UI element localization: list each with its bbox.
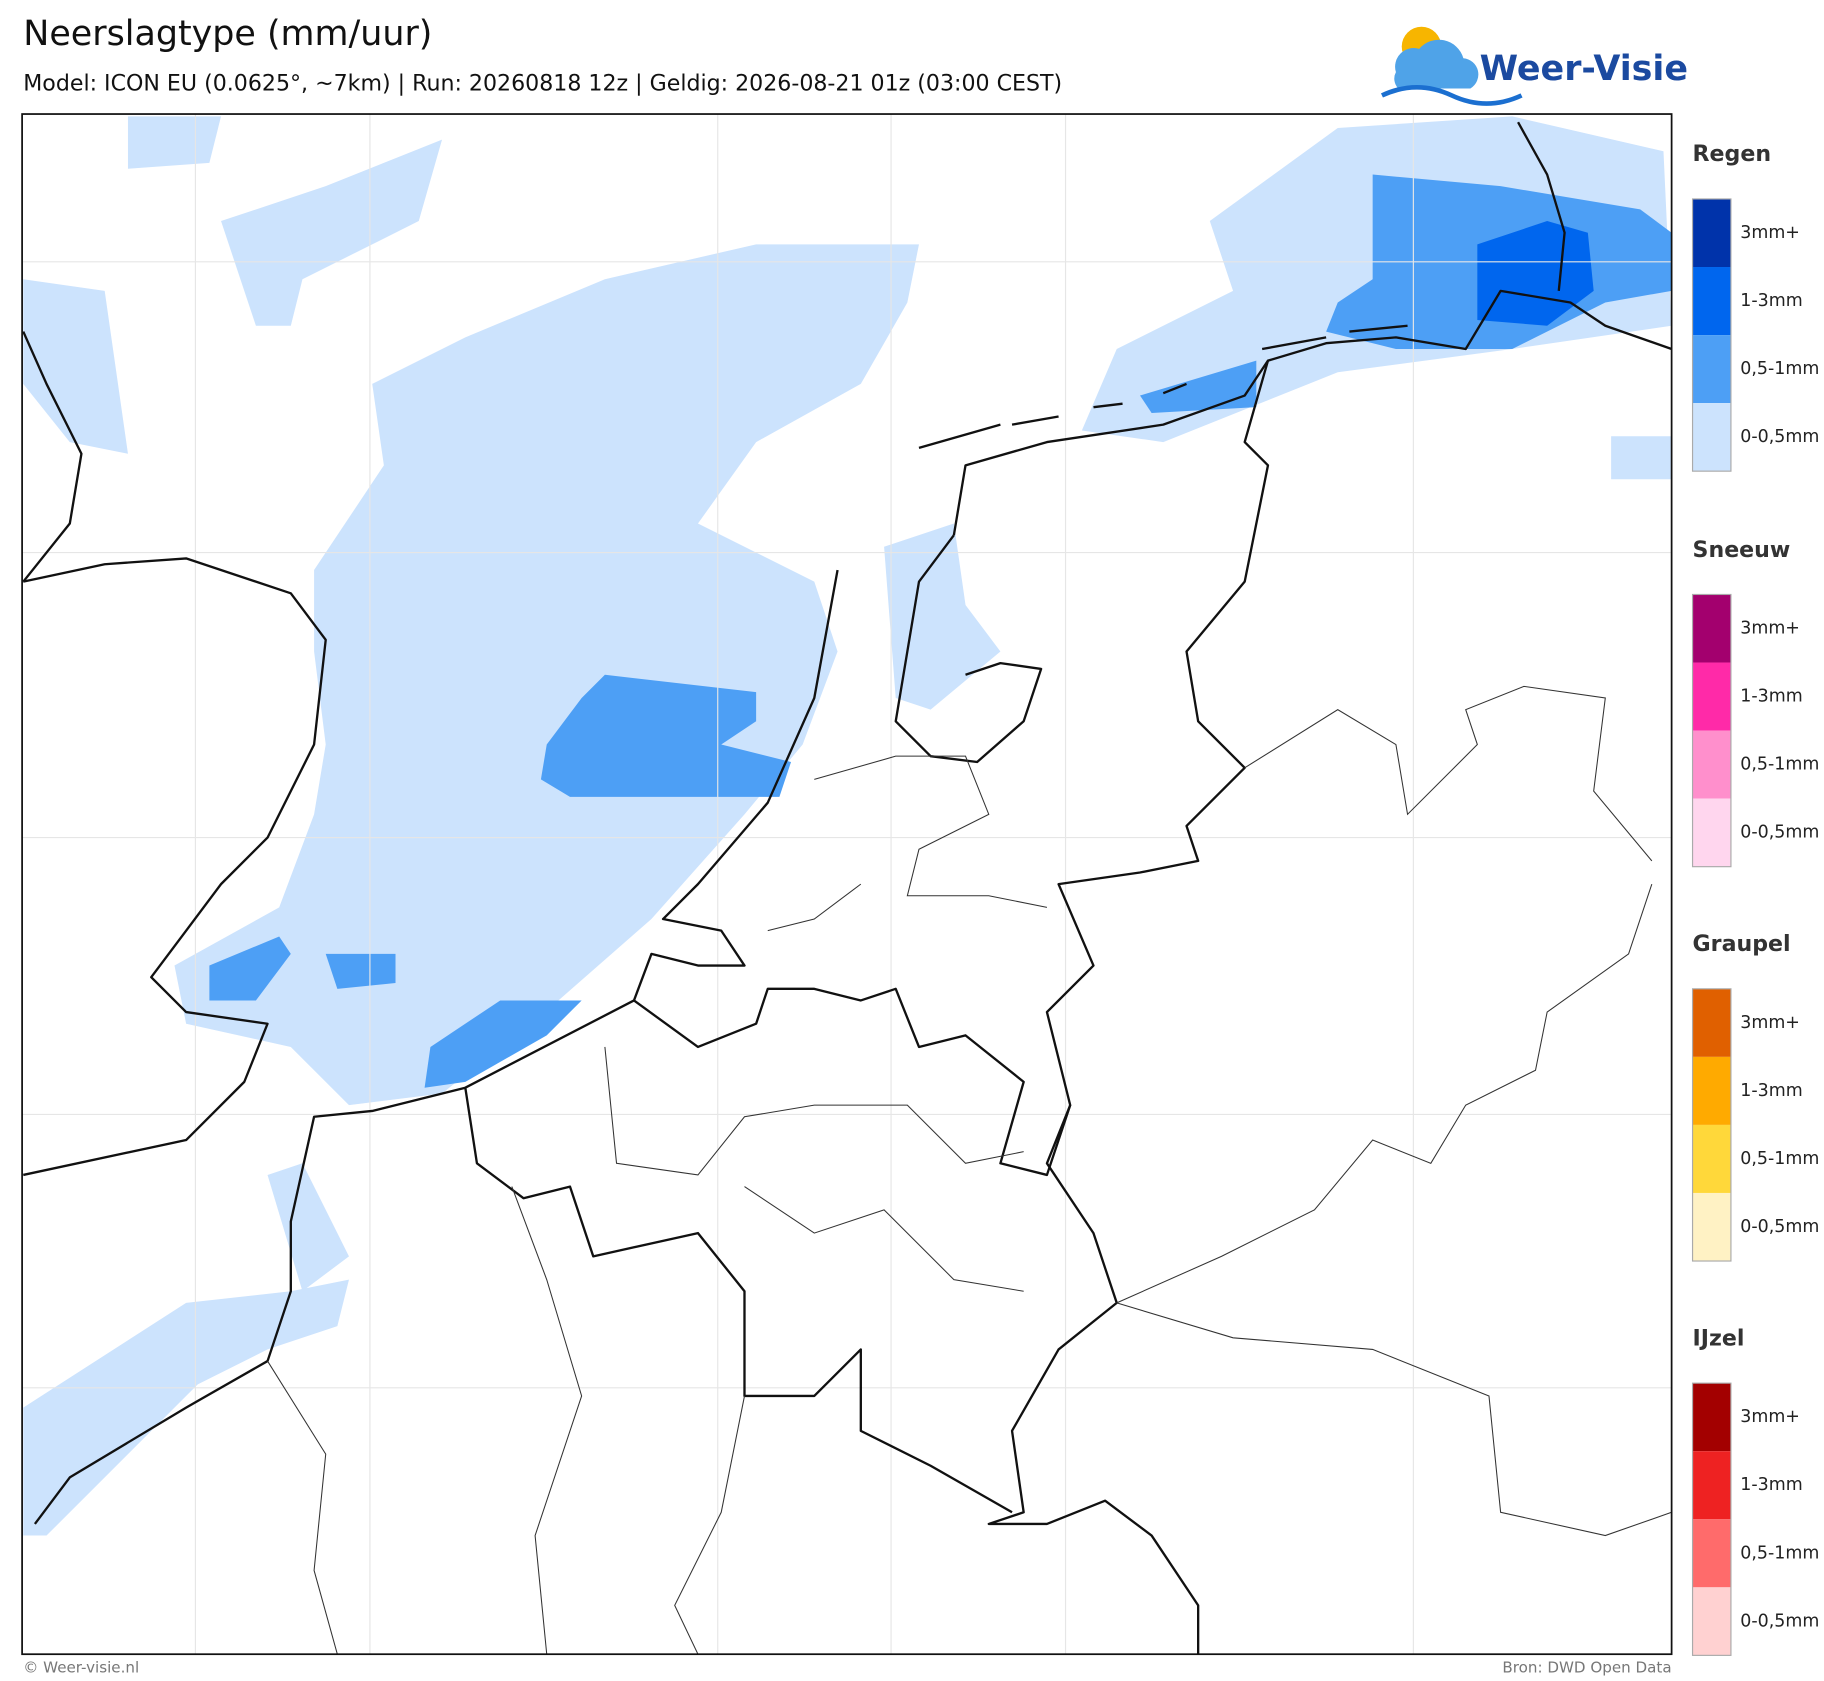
rain-area bbox=[209, 936, 291, 1001]
logo-text: Weer-Visie bbox=[1480, 49, 1688, 89]
legend-title: Graupel bbox=[1693, 931, 1791, 957]
legend-label: 0,5-1mm bbox=[1740, 755, 1819, 775]
border bbox=[267, 1186, 1672, 1655]
legend-frame bbox=[1691, 988, 1732, 1262]
legend-title: IJzel bbox=[1693, 1325, 1745, 1351]
legend-swatch bbox=[1692, 335, 1731, 404]
footer-right: Bron: DWD Open Data bbox=[1502, 1659, 1671, 1677]
rain-area bbox=[221, 139, 443, 326]
title: Neerslagtype (mm/uur) bbox=[23, 14, 432, 54]
rain-area bbox=[23, 279, 128, 454]
legend-swatch bbox=[1692, 662, 1731, 731]
rain-area bbox=[267, 1163, 349, 1292]
legend-label: 1-3mm bbox=[1740, 1475, 1802, 1495]
coastline bbox=[464, 1087, 1013, 1514]
rain-area bbox=[884, 523, 1001, 710]
rain-area bbox=[1611, 436, 1672, 480]
subtitle: Model: ICON EU (0.0625°, ~7km) | Run: 20… bbox=[23, 70, 1062, 96]
legend-label: 0,5-1mm bbox=[1740, 359, 1819, 379]
legend-frame bbox=[1691, 198, 1732, 472]
coastline bbox=[894, 534, 1043, 764]
rain-area bbox=[424, 1000, 582, 1088]
footer-left: © Weer-visie.nl bbox=[23, 1659, 139, 1677]
logo: Weer-Visie bbox=[1380, 26, 1688, 106]
legend-swatch bbox=[1692, 730, 1731, 799]
legend-swatch bbox=[1692, 798, 1731, 867]
legend-label: 3mm+ bbox=[1740, 1407, 1800, 1427]
coastline bbox=[633, 987, 1072, 1177]
legend-frame bbox=[1691, 1382, 1732, 1656]
legend-title: Sneeuw bbox=[1693, 537, 1791, 563]
legend-swatch bbox=[1692, 988, 1731, 1057]
legend-label: 3mm+ bbox=[1740, 1013, 1800, 1033]
border bbox=[767, 685, 1653, 932]
legend-label: 1-3mm bbox=[1740, 291, 1802, 311]
coastline bbox=[23, 557, 327, 1177]
legend-title: Regen bbox=[1693, 141, 1772, 167]
map bbox=[21, 113, 1673, 1656]
legend-label: 3mm+ bbox=[1740, 223, 1800, 243]
legend-swatch bbox=[1692, 198, 1731, 268]
legend-swatch bbox=[1692, 1519, 1731, 1588]
legend-label: 1-3mm bbox=[1740, 687, 1802, 707]
legend-label: 0-0,5mm bbox=[1740, 1217, 1819, 1237]
legend-label: 0,5-1mm bbox=[1740, 1149, 1819, 1169]
logo-cloud bbox=[1394, 39, 1479, 89]
legend: Regen 3mm+ 1-3mm 0,5-1mm 0-0,5mm Sneeuw 3mm+ 1-… bbox=[1691, 141, 1819, 1656]
rain-area bbox=[23, 1279, 349, 1536]
coastline bbox=[1517, 121, 1566, 291]
legend-swatch bbox=[1692, 403, 1731, 472]
legend-label: 1-3mm bbox=[1740, 1081, 1802, 1101]
map-frame bbox=[21, 113, 1673, 1656]
legend-swatch bbox=[1692, 267, 1731, 336]
legend-swatch bbox=[1692, 1451, 1731, 1520]
legend-swatch bbox=[1692, 1124, 1731, 1193]
legend-swatch bbox=[1692, 1587, 1731, 1656]
legend-label: 0-0,5mm bbox=[1740, 427, 1819, 447]
legend-swatch bbox=[1692, 1383, 1731, 1452]
legend-swatch bbox=[1692, 1192, 1731, 1262]
rain-area bbox=[1140, 360, 1257, 413]
legend-frame bbox=[1691, 593, 1732, 868]
legend-label: 0-0,5mm bbox=[1740, 1611, 1819, 1631]
legend-label: 0-0,5mm bbox=[1740, 823, 1819, 843]
rain-area bbox=[540, 674, 792, 797]
legend-label: 3mm+ bbox=[1740, 618, 1800, 638]
coastline bbox=[952, 289, 1672, 536]
rain-area bbox=[174, 244, 919, 1106]
rain-area bbox=[325, 953, 396, 989]
rain-area bbox=[1477, 221, 1594, 326]
legend-label: 0,5-1mm bbox=[1740, 1543, 1819, 1563]
coastline bbox=[918, 324, 1408, 450]
legend-swatch bbox=[1692, 1056, 1731, 1125]
logo-wave bbox=[1380, 85, 1523, 106]
border bbox=[604, 883, 1653, 1304]
rain-area bbox=[127, 116, 222, 169]
coastline bbox=[987, 360, 1270, 1655]
grid bbox=[22, 114, 1672, 1655]
coastline bbox=[22, 331, 83, 583]
borders bbox=[267, 685, 1672, 1655]
legend-swatch bbox=[1692, 594, 1731, 663]
